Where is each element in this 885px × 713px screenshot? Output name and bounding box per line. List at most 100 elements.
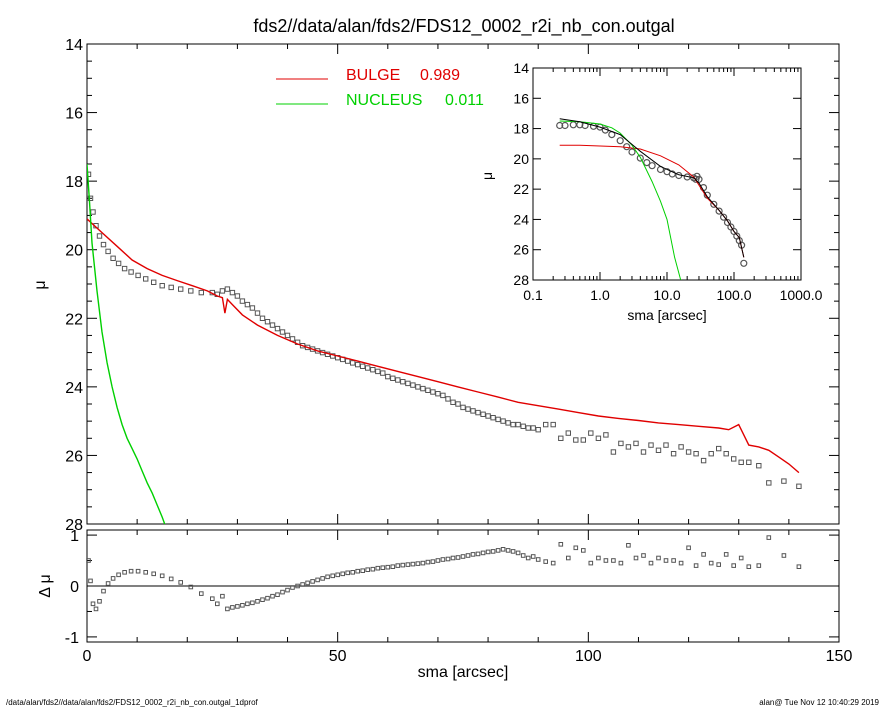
residual-point	[86, 558, 91, 563]
residual-point	[510, 549, 516, 554]
main-data-point	[143, 276, 149, 282]
residual-point	[325, 574, 330, 580]
inset-data-point	[695, 175, 703, 183]
main-data-point	[420, 385, 426, 392]
residual-point	[756, 563, 762, 568]
inset-plot-panel: 14 16 18 20 22 24 26 28 0.1 1.0 10.0 100.0 1000.0 μ…	[479, 60, 823, 323]
residual-axis-ticks	[86, 530, 840, 642]
residual-point	[151, 571, 156, 577]
footer-user-timestamp: alan@ Tue Nov 12 10:40:29 2019	[759, 698, 879, 707]
main-data-point	[543, 421, 549, 428]
main-data-point	[450, 399, 456, 406]
main-data-point	[700, 457, 707, 464]
residual-series-group	[86, 535, 802, 612]
main-data-point	[249, 305, 256, 311]
main-data-point	[640, 449, 647, 455]
main-data-point	[670, 451, 677, 457]
main-data-point	[495, 416, 501, 423]
residual-y-tick-label: 1	[70, 528, 79, 545]
residual-point	[230, 605, 235, 610]
inset-y-tick-label: 28	[513, 272, 529, 288]
main-data-point	[500, 418, 506, 424]
main-data-point	[558, 435, 564, 442]
residual-point	[250, 600, 255, 606]
residual-point	[663, 558, 669, 563]
inset-data-point	[723, 218, 732, 227]
residual-point	[485, 549, 491, 555]
residual-point	[470, 552, 476, 557]
main-data-point	[678, 444, 684, 450]
main-data-point	[485, 413, 491, 419]
residual-point	[671, 558, 676, 563]
residual-point	[285, 587, 290, 593]
main-data-point	[731, 456, 737, 462]
main-data-point	[395, 377, 401, 383]
residual-point	[520, 553, 526, 558]
residual-point	[355, 568, 360, 574]
inset-total-line	[559, 118, 745, 258]
main-y-tick-label: 22	[65, 311, 83, 328]
residual-point	[290, 585, 295, 590]
main-data-point	[135, 272, 141, 279]
residual-point	[93, 606, 99, 612]
residual-point	[430, 559, 436, 564]
residual-point	[425, 559, 431, 565]
inset-data-point	[628, 148, 636, 156]
residual-point	[495, 548, 501, 553]
main-data-point	[380, 370, 386, 376]
main-data-point	[87, 195, 94, 202]
main-data-point	[151, 279, 157, 286]
main-data-point	[350, 360, 356, 366]
residual-point	[693, 563, 699, 568]
inset-plot-background	[533, 68, 801, 280]
residual-point	[796, 564, 802, 570]
residual-point	[716, 562, 722, 567]
residual-point	[746, 564, 752, 570]
main-data-point	[90, 209, 96, 215]
inset-series-group	[556, 118, 748, 280]
residual-point	[260, 597, 265, 603]
residual-x-axis-label: sma [arcsec]	[418, 664, 509, 681]
residual-point	[199, 591, 204, 596]
residual-point	[596, 555, 601, 561]
main-y-tick-labels: 14 16 18 20 22 24 26 28	[65, 37, 83, 534]
inset-nucleus-line	[559, 120, 682, 280]
main-data-point	[595, 435, 602, 442]
main-nucleus-line	[87, 163, 166, 524]
inset-data-point	[668, 170, 676, 178]
residual-x-tick-label: 50	[329, 648, 347, 665]
main-plot-panel: 14 16 18 20 22 24 26 28 μ	[32, 37, 840, 534]
main-data-point	[100, 241, 107, 248]
residual-point	[380, 565, 386, 571]
inset-x-tick-label: 10.0	[653, 287, 680, 303]
residual-point	[275, 592, 280, 598]
main-data-point	[716, 445, 722, 452]
legend-nucleus-value: 0.011	[445, 92, 484, 109]
residual-point	[210, 596, 215, 602]
inset-data-point	[636, 154, 644, 162]
inset-x-tick-label: 1.0	[590, 287, 610, 303]
residual-point	[310, 579, 315, 584]
residual-point	[550, 560, 556, 566]
residual-point	[220, 593, 225, 599]
residual-point	[360, 568, 365, 574]
inset-data-point	[643, 159, 651, 167]
inset-y-tick-label: 16	[513, 90, 529, 106]
residual-point	[335, 572, 340, 578]
residual-point	[235, 604, 240, 609]
inset-data-point	[719, 213, 728, 221]
residual-point	[410, 561, 416, 567]
residual-point	[168, 576, 174, 582]
main-data-point	[224, 286, 231, 292]
main-y-tick-label: 20	[65, 243, 83, 260]
residual-point	[455, 555, 461, 560]
main-data-point	[618, 440, 624, 447]
residual-point	[330, 573, 335, 579]
inset-axis-ticks	[532, 67, 801, 281]
main-axis-ticks	[86, 43, 840, 525]
inset-data-point	[710, 200, 718, 208]
main-data-point	[360, 363, 366, 370]
residual-plot-panel: -101 0 50 100 150 Δ μ sma [arcsec]	[37, 528, 852, 681]
residual-point	[110, 576, 116, 581]
main-data-point	[110, 255, 116, 262]
